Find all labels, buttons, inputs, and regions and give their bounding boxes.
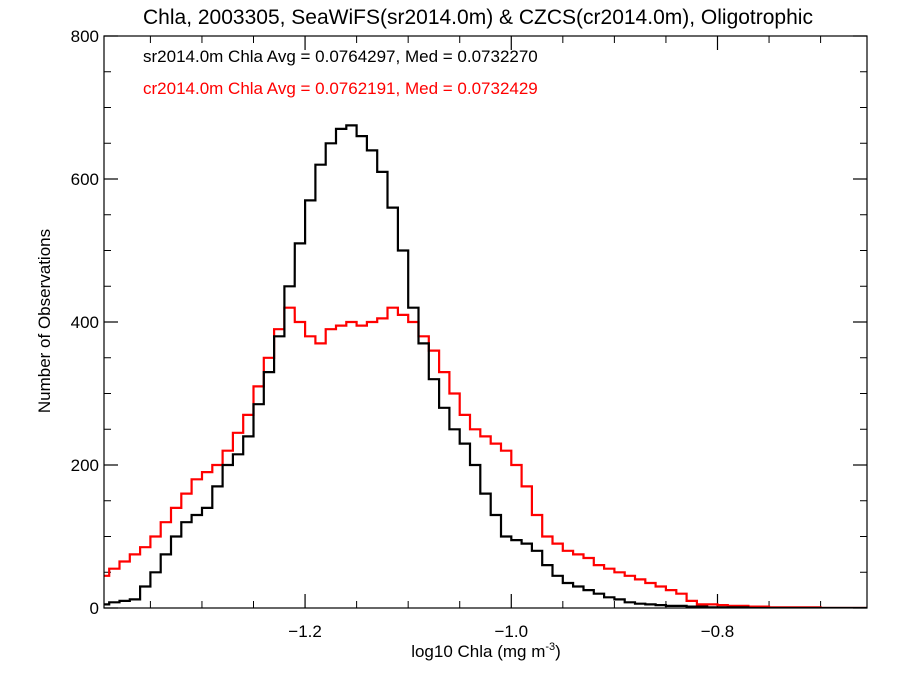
x-tick-label: −0.8 [701, 622, 735, 641]
y-tick-label: 0 [90, 599, 99, 618]
legend: sr2014.0m Chla Avg = 0.0764297, Med = 0.… [143, 47, 538, 98]
y-tick-label: 600 [71, 170, 99, 189]
legend-entry-cr2014: cr2014.0m Chla Avg = 0.0762191, Med = 0.… [143, 79, 538, 98]
x-ticks: −1.2 −1.0 −0.8 [149, 36, 822, 641]
x-axis-label-superscript: -3 [545, 641, 555, 653]
y-axis-label: Number of Observations [35, 229, 54, 413]
x-axis-label-close: ) [555, 642, 561, 661]
y-ticks: 0 200 400 600 800 [71, 27, 867, 618]
x-tick-label: −1.0 [494, 622, 528, 641]
x-axis-label: log10 Chla (mg m-3) [411, 641, 561, 661]
y-tick-label: 400 [71, 313, 99, 332]
chart-title: Chla, 2003305, SeaWiFS(sr2014.0m) & CZCS… [143, 6, 813, 29]
x-axis: −1.2 −1.0 −0.8 log10 Chla (mg m-3) [149, 36, 822, 661]
legend-entry-sr2014: sr2014.0m Chla Avg = 0.0764297, Med = 0.… [143, 47, 538, 66]
series-line-sr2014.0m [104, 124, 867, 608]
series-layer [104, 124, 867, 608]
y-tick-label: 800 [71, 27, 99, 46]
x-axis-label-main: log10 Chla (mg m [411, 642, 545, 661]
x-tick-label: −1.2 [288, 622, 322, 641]
y-tick-label: 200 [71, 456, 99, 475]
plot-frame [103, 35, 868, 609]
y-axis: Number of Observations 0 200 400 600 800 [35, 27, 867, 618]
